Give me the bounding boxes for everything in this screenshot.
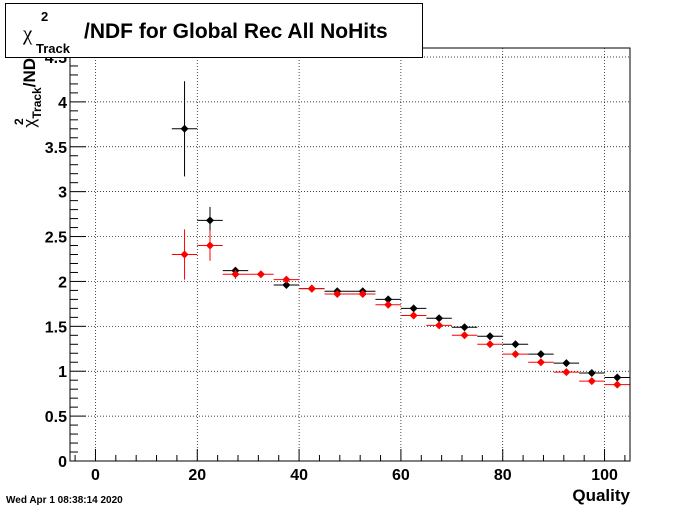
y-label-superscript: 2 — [12, 118, 26, 125]
series-0 — [171, 81, 630, 382]
chart-title: /NDF for Global Rec All NoHits — [84, 20, 388, 43]
data-point — [256, 270, 265, 279]
data-point — [206, 216, 214, 225]
data-point — [307, 284, 316, 293]
y-tick-label: 1 — [58, 364, 67, 381]
data-point — [358, 290, 367, 299]
x-tick-label: 80 — [494, 467, 512, 484]
timestamp: Wed Apr 1 08:38:14 2020 — [6, 495, 123, 506]
y-label-symbol: χ — [20, 119, 39, 128]
data-point — [511, 350, 520, 359]
y-tick-label: 0.5 — [45, 409, 67, 426]
x-axis-label: Quality — [572, 486, 630, 505]
data-point — [409, 304, 418, 313]
data-point — [587, 377, 596, 386]
data-point — [435, 314, 444, 323]
y-tick-label: 2.5 — [45, 230, 67, 247]
data-point — [486, 332, 494, 341]
x-tick-label: 60 — [392, 467, 410, 484]
x-tick-label: 40 — [290, 467, 308, 484]
data-point — [460, 323, 469, 332]
data-point — [486, 340, 494, 349]
y-tick-label: 2 — [58, 274, 67, 291]
data-point — [180, 250, 189, 259]
grid-layer — [70, 48, 630, 461]
data-point — [435, 321, 444, 330]
title-subscript: Track — [36, 41, 71, 56]
data-point — [333, 290, 342, 299]
data-point — [613, 380, 622, 389]
y-label-text: /ND — [20, 58, 39, 87]
title-box: χ 2 Track /NDF for Global Rec All NoHits — [5, 3, 423, 58]
y-tick-label: 3 — [58, 185, 67, 202]
data-point — [613, 373, 622, 382]
y-axis-label: χTrack/ND 2 — [12, 58, 44, 128]
title-superscript: 2 — [41, 9, 48, 24]
x-tick-label: 20 — [188, 467, 206, 484]
x-tick-label: 100 — [591, 467, 618, 484]
data-point — [231, 270, 240, 279]
data-point — [180, 124, 189, 133]
title-symbol: χ — [22, 21, 33, 45]
svg-text:χTrack/ND: χTrack/ND — [20, 58, 44, 128]
y-tick-label: 3.5 — [45, 140, 67, 157]
data-layer — [171, 81, 630, 389]
data-point — [562, 359, 571, 368]
x-tick-label: 0 — [91, 467, 100, 484]
data-point — [536, 358, 545, 367]
data-point — [562, 368, 571, 377]
data-point — [282, 281, 291, 290]
series-1 — [171, 229, 630, 389]
data-point — [384, 300, 393, 309]
y-label-subscript: Track — [30, 87, 44, 119]
data-point — [206, 241, 214, 250]
data-point — [536, 350, 545, 359]
data-point — [409, 311, 418, 320]
y-tick-label: 0 — [58, 454, 67, 471]
data-point — [384, 295, 393, 304]
y-tick-label: 4 — [58, 95, 67, 112]
y-tick-label: 1.5 — [45, 319, 67, 336]
data-point — [282, 275, 291, 284]
data-point — [511, 340, 520, 349]
plot-frame — [69, 47, 631, 462]
data-point — [587, 369, 596, 378]
data-point — [460, 331, 469, 340]
